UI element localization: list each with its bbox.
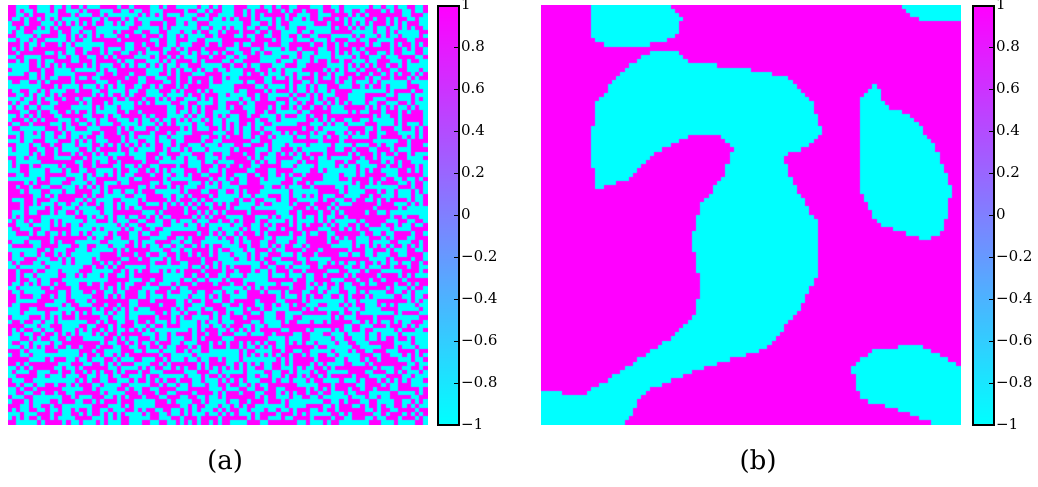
colorbar-tick: [989, 257, 995, 258]
colorbar-tick: [454, 131, 460, 132]
colorbar-tick: [454, 341, 460, 342]
colorbar-tick-label: 0.6: [996, 79, 1020, 97]
colorbar-tick-label: 0: [996, 205, 1006, 223]
caption-a: (a): [207, 446, 243, 476]
colorbar-tick: [454, 5, 460, 6]
colorbar-tick: [454, 47, 460, 48]
colorbar-tick-label: 1: [996, 0, 1006, 13]
colorbar-tick-label: −0.4: [461, 289, 498, 307]
colorbar-tick: [454, 425, 460, 426]
colorbar-tick: [454, 215, 460, 216]
colorbar-tick: [989, 47, 995, 48]
colorbar-tick-label: −0.8: [996, 373, 1033, 391]
colorbar-tick-label: 0.4: [461, 121, 485, 139]
colorbar-tick-label: −0.6: [996, 331, 1033, 349]
heatmap-b: [541, 5, 961, 425]
colorbar-tick-label: −0.4: [996, 289, 1033, 307]
colorbar-tick-label: −1: [996, 415, 1019, 433]
colorbar-tick: [989, 5, 995, 6]
caption-b: (b): [739, 446, 777, 476]
colorbar-tick-label: 0.4: [996, 121, 1020, 139]
colorbar-tick: [989, 299, 995, 300]
colorbar-tick-label: 0.6: [461, 79, 485, 97]
colorbar-tick: [989, 131, 995, 132]
colorbar-tick: [989, 89, 995, 90]
colorbar-tick: [454, 173, 460, 174]
colorbar-tick-label: 0: [461, 205, 471, 223]
colorbar-tick-label: −0.2: [461, 247, 498, 265]
colorbar-tick: [454, 257, 460, 258]
colorbar-tick: [454, 383, 460, 384]
colorbar-tick-label: 0.2: [461, 163, 485, 181]
colorbar-tick: [989, 425, 995, 426]
heatmap-a: [8, 5, 428, 425]
colorbar-tick-label: 0.8: [996, 37, 1020, 55]
colorbar-tick-label: 0.8: [461, 37, 485, 55]
colorbar-tick: [454, 89, 460, 90]
colorbar-tick-label: −0.8: [461, 373, 498, 391]
colorbar-tick: [989, 383, 995, 384]
colorbar-tick-label: −0.2: [996, 247, 1033, 265]
colorbar-tick: [989, 173, 995, 174]
colorbar-tick-label: −1: [461, 415, 484, 433]
colorbar-tick-label: 1: [461, 0, 471, 13]
colorbar-tick: [454, 299, 460, 300]
colorbar-tick: [989, 341, 995, 342]
colorbar-tick: [989, 215, 995, 216]
colorbar-tick-label: 0.2: [996, 163, 1020, 181]
colorbar-tick-label: −0.6: [461, 331, 498, 349]
